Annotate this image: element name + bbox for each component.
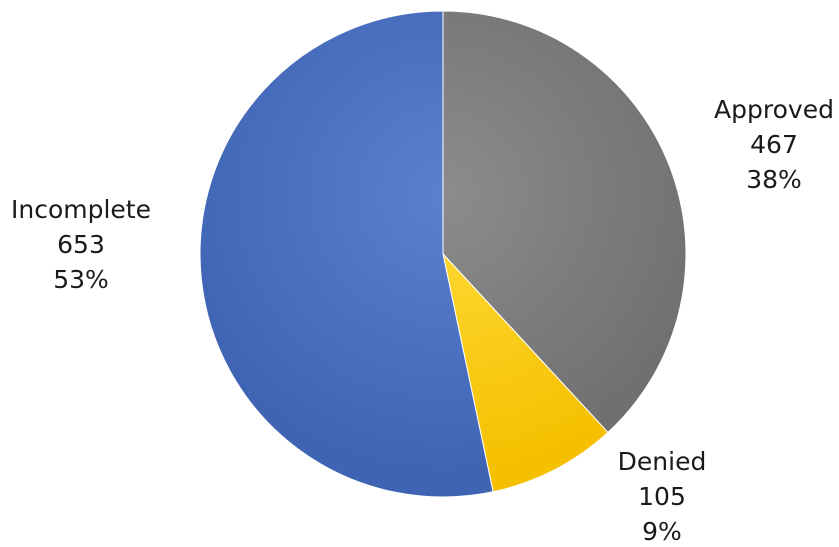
slice-percent-incomplete: 53% bbox=[53, 265, 109, 294]
pie-slices bbox=[199, 10, 687, 498]
pie-slice-denied bbox=[442, 252, 609, 493]
pie-slice-approved bbox=[442, 10, 687, 434]
slice-value-approved: 467 bbox=[750, 130, 798, 159]
slice-value-incomplete: 653 bbox=[57, 230, 105, 259]
pie-slice-incomplete bbox=[199, 10, 494, 498]
slice-percent-approved: 38% bbox=[746, 165, 802, 194]
slice-value-denied: 105 bbox=[638, 482, 686, 511]
slice-label-incomplete: Incomplete bbox=[11, 195, 151, 224]
slice-label-denied: Denied bbox=[618, 447, 707, 476]
slice-percent-denied: 9% bbox=[642, 517, 682, 546]
pie-labels: Approved 467 38% Denied 105 9% Incomplete 653 53… bbox=[11, 95, 834, 546]
slice-label-approved: Approved bbox=[714, 95, 834, 124]
